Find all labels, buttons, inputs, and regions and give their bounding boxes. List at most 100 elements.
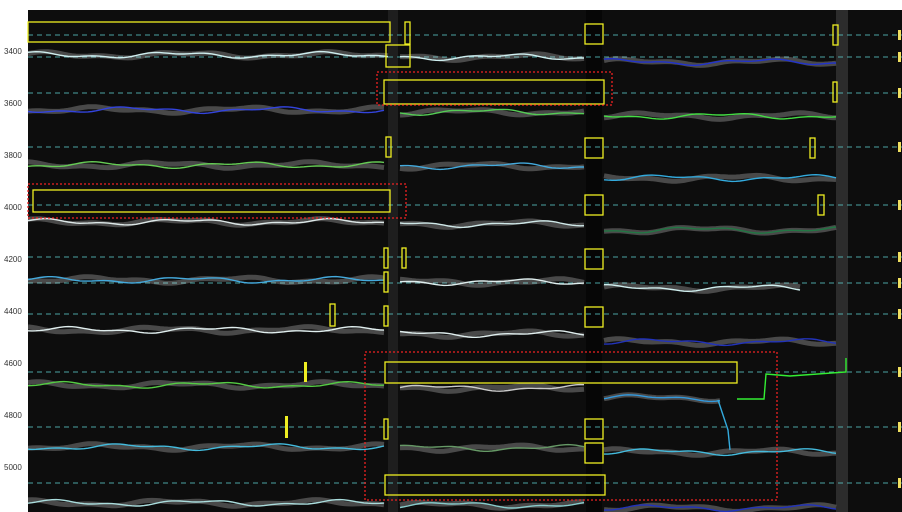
track	[399, 329, 585, 338]
detection-box	[832, 81, 838, 103]
detection-box	[401, 247, 407, 269]
track-glow	[603, 282, 801, 294]
track	[27, 50, 389, 59]
y-tick-label: 3800	[4, 151, 22, 160]
detection-box	[584, 442, 604, 464]
track-glow	[399, 328, 585, 340]
edge-tick	[898, 278, 901, 288]
detection-box	[404, 21, 411, 45]
y-tick-label: 4400	[4, 307, 22, 316]
detection-mark	[285, 416, 288, 438]
detection-box	[832, 24, 839, 46]
track	[399, 220, 585, 229]
edge-tick	[898, 88, 901, 98]
track	[399, 53, 584, 62]
detection-box	[27, 21, 391, 43]
detection-box	[384, 361, 738, 384]
track-glow	[27, 159, 385, 171]
detection-box	[584, 23, 604, 45]
track	[604, 448, 837, 457]
edge-tick	[898, 309, 901, 319]
reference-lines	[28, 30, 902, 488]
y-tick-label: 3400	[4, 47, 22, 56]
y-axis: 3400 3600 3800 4000 4200 4400 4600 4800 5000	[4, 47, 22, 472]
tracks	[27, 49, 847, 512]
track-glow	[399, 160, 585, 172]
track-glow	[399, 276, 585, 288]
detection-box	[584, 137, 604, 159]
edge-tick	[898, 30, 901, 40]
gap-column	[388, 10, 398, 512]
track	[399, 443, 585, 452]
track-glow	[603, 110, 837, 122]
edge-tick	[898, 252, 901, 262]
bright-column	[836, 10, 848, 512]
selection-box	[376, 71, 613, 106]
track-glow	[27, 324, 385, 336]
detection-box	[385, 136, 392, 158]
detection-box	[584, 418, 604, 440]
detection-box	[809, 137, 816, 159]
edge-tick	[898, 52, 901, 62]
track	[603, 394, 721, 403]
edge-tick	[898, 478, 901, 488]
track	[27, 325, 385, 334]
track	[27, 498, 385, 507]
edge-tick	[898, 422, 901, 432]
detection-box	[584, 306, 604, 328]
track	[604, 504, 837, 512]
detection-box	[383, 418, 389, 440]
gap-column	[586, 10, 602, 512]
track	[603, 57, 837, 66]
track-drop	[717, 399, 731, 451]
detection-box	[329, 303, 336, 327]
track	[399, 501, 585, 509]
selection-box	[27, 183, 407, 219]
y-tick-label: 3600	[4, 99, 22, 108]
detection-box	[384, 474, 606, 496]
track	[27, 160, 385, 169]
track	[604, 284, 801, 293]
detection-box	[383, 271, 389, 293]
track	[399, 108, 585, 117]
y-tick-label: 4200	[4, 255, 22, 264]
track	[399, 278, 585, 287]
track-glow	[603, 446, 837, 458]
edge-tick	[898, 200, 901, 210]
detections	[27, 21, 839, 501]
track	[603, 173, 837, 183]
selection-box	[364, 351, 778, 501]
detection-box	[817, 194, 825, 216]
track	[604, 338, 837, 347]
edge-tick	[898, 142, 901, 152]
track	[27, 106, 385, 115]
track	[27, 380, 384, 389]
track	[27, 443, 385, 452]
track	[399, 162, 584, 171]
image-area	[28, 10, 902, 512]
detection-box	[383, 247, 389, 269]
y-tick-label: 4000	[4, 203, 22, 212]
track	[399, 383, 585, 392]
track-glow	[603, 502, 837, 512]
track	[603, 226, 837, 234]
detection-box	[584, 194, 604, 216]
track-glow	[27, 379, 385, 391]
y-tick-label: 4600	[4, 359, 22, 368]
track-jump	[737, 358, 847, 400]
track-glow	[603, 336, 837, 348]
y-tick-label: 4800	[4, 411, 22, 420]
track-glow	[399, 442, 584, 454]
edge-tick	[898, 367, 901, 377]
y-tick-label: 5000	[4, 463, 22, 472]
detection-mark	[304, 362, 307, 382]
detection-box	[383, 79, 605, 105]
track-glow	[603, 172, 837, 184]
detection-box	[383, 305, 389, 327]
detection-box	[584, 248, 604, 270]
detection-box	[385, 44, 411, 68]
track	[603, 112, 837, 120]
track	[27, 217, 385, 226]
track	[27, 275, 384, 284]
